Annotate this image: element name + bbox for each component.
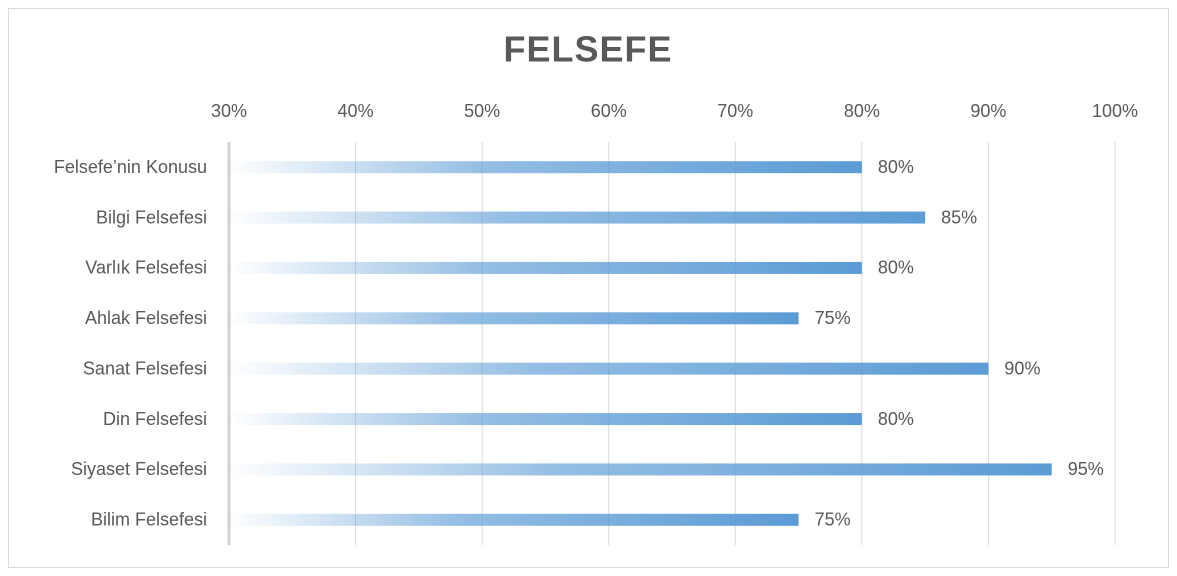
data-label: 80% [878,157,914,177]
bar [229,211,926,224]
bar [229,362,989,375]
data-label: 75% [815,308,851,328]
y-tick-label: Sanat Felsefesi [83,358,207,378]
x-tick-label: 90% [970,101,1006,121]
bar [229,312,799,325]
chart-title: FELSEFE [503,29,672,70]
data-label: 80% [878,409,914,429]
y-tick-label: Din Felsefesi [103,409,207,429]
y-tick-label: Bilgi Felsefesi [96,207,207,227]
data-label: 85% [941,207,977,227]
bar [229,161,862,174]
bar [229,413,862,426]
chart-border [8,8,1169,568]
data-label: 75% [815,510,851,530]
y-tick-label: Siyaset Felsefesi [71,459,207,479]
y-tick-label: Felsefe’nin Konusu [54,157,207,177]
bar [229,513,799,526]
x-tick-label: 40% [338,101,374,121]
x-tick-label: 100% [1092,101,1138,121]
x-tick-label: 30% [211,101,247,121]
y-tick-label: Ahlak Felsefesi [85,308,207,328]
data-label: 90% [1004,358,1040,378]
x-tick-label: 60% [591,101,627,121]
y-tick-label: Bilim Felsefesi [91,510,207,530]
bar [229,261,862,274]
x-tick-label: 70% [717,101,753,121]
x-tick-label: 50% [464,101,500,121]
x-tick-label: 80% [844,101,880,121]
bar [229,463,1052,476]
data-label: 80% [878,258,914,278]
y-tick-label: Varlık Felsefesi [85,258,207,278]
data-label: 95% [1068,459,1104,479]
